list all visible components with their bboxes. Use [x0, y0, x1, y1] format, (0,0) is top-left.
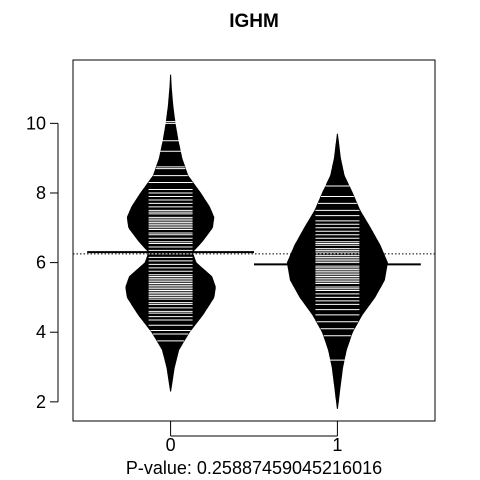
x-axis-label: P-value: 0.25887459045216016: [126, 458, 382, 478]
beans-layer: [73, 74, 435, 409]
y-tick-label: 8: [36, 183, 46, 203]
x-tick-label: 0: [166, 435, 176, 455]
chart-title: IGHM: [229, 11, 279, 32]
y-tick-label: 2: [36, 392, 46, 412]
y-tick-label: 6: [36, 253, 46, 273]
plot-frame: [72, 59, 436, 422]
x-tick-label: 1: [332, 435, 342, 455]
y-tick-label: 4: [36, 322, 46, 342]
y-tick-label: 10: [26, 113, 46, 133]
y-axis: 2 4 6 8 10: [26, 113, 59, 412]
